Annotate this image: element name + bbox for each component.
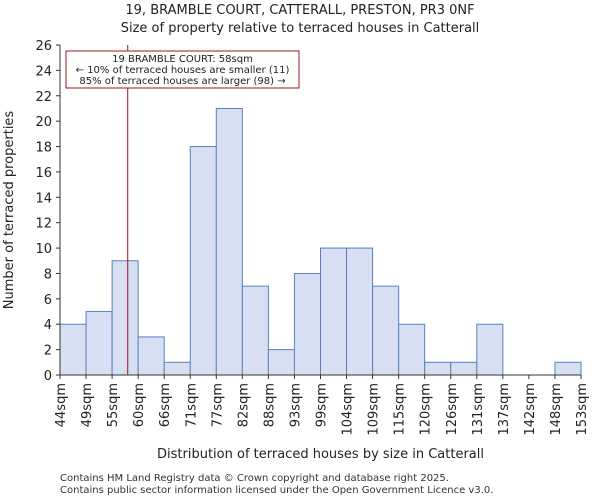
x-tick-label: 93sqm	[288, 383, 303, 427]
x-tick-label: 142sqm	[523, 383, 538, 436]
x-tick-label: 148sqm	[549, 383, 564, 436]
annotation-box: 19 BRAMBLE COURT: 58sqm ← 10% of terrace…	[65, 50, 300, 89]
x-tick-label: 60sqm	[132, 383, 147, 427]
bar-104sqm	[346, 247, 374, 376]
x-tick-label: 126sqm	[445, 383, 460, 436]
bar-148sqm	[554, 361, 582, 376]
bar-126sqm	[450, 361, 478, 376]
x-axis-label: Distribution of terraced houses by size …	[157, 447, 484, 462]
x-tick-label: 137sqm	[497, 383, 512, 436]
x-tick-label: 71sqm	[184, 383, 199, 427]
x-tick-label: 115sqm	[393, 383, 408, 436]
bar-131sqm	[476, 323, 504, 376]
chart-title: 19, BRAMBLE COURT, CATTERALL, PRESTON, P…	[125, 3, 475, 18]
bar-109sqm	[372, 285, 400, 376]
footer-copyright: Contains HM Land Registry data © Crown c…	[60, 473, 449, 484]
y-tick-label: 24	[35, 64, 52, 79]
x-tick-label: 77sqm	[210, 383, 225, 427]
bar-120sqm	[424, 361, 452, 376]
bar-66sqm	[163, 361, 191, 376]
x-tick-label: 109sqm	[367, 383, 382, 436]
bar-115sqm	[398, 323, 426, 376]
x-tick-label: 55sqm	[106, 383, 121, 427]
x-tick-label: 131sqm	[471, 383, 486, 436]
chart-subtitle: Size of property relative to terraced ho…	[120, 21, 480, 36]
y-tick-label: 0	[44, 369, 52, 384]
bar-82sqm	[241, 285, 269, 376]
bar-88sqm	[267, 349, 295, 376]
bar-71sqm	[189, 146, 217, 376]
y-tick-label: 12	[35, 217, 52, 232]
x-tick-label: 66sqm	[158, 383, 173, 427]
y-tick-label: 16	[35, 166, 52, 181]
y-tick-label: 26	[35, 39, 52, 54]
x-tick-label: 88sqm	[262, 383, 277, 427]
bar-60sqm	[137, 336, 165, 376]
y-tick-label: 22	[35, 90, 52, 105]
x-tick-label: 44sqm	[54, 383, 69, 427]
bar-44sqm	[59, 323, 87, 376]
y-tick-label: 10	[35, 242, 52, 257]
bar-93sqm	[293, 272, 322, 376]
bars-group	[59, 107, 582, 376]
x-axis: 44sqm 49sqm 55sqm 60sqm 66sqm 71sqm 77sqm 82sqm…	[54, 374, 590, 436]
x-tick-label: 99sqm	[315, 383, 330, 427]
footer-licence: Contains public sector information licen…	[60, 485, 494, 496]
y-tick-label: 2	[44, 344, 52, 359]
y-axis-label: Number of terraced properties	[2, 111, 17, 310]
y-tick-label: 8	[44, 267, 52, 282]
y-tick-label: 4	[44, 318, 52, 333]
y-tick-label: 6	[44, 293, 52, 308]
x-tick-label: 104sqm	[341, 383, 356, 436]
y-tick-label: 18	[35, 141, 52, 156]
bar-55sqm	[111, 260, 139, 376]
bar-99sqm	[320, 247, 348, 376]
y-tick-label: 20	[35, 115, 52, 130]
bar-77sqm	[215, 107, 243, 376]
annotation-line-3: 85% of terraced houses are larger (98) →	[79, 76, 285, 87]
x-tick-label: 120sqm	[419, 383, 434, 436]
annotation-line-2: ← 10% of terraced houses are smaller (11…	[76, 65, 290, 76]
x-tick-label: 49sqm	[80, 383, 95, 427]
x-tick-label: 153sqm	[575, 383, 590, 436]
annotation-line-1: 19 BRAMBLE COURT: 58sqm	[112, 54, 253, 65]
bar-49sqm	[85, 311, 113, 376]
x-tick-label: 82sqm	[236, 383, 251, 427]
y-tick-label: 14	[35, 191, 52, 206]
